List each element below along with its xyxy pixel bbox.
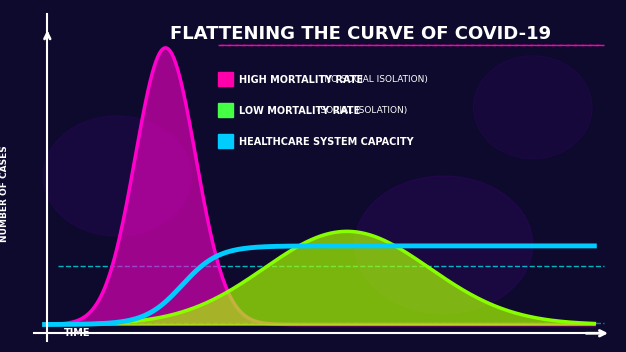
Text: HIGH MORTALITY RATE: HIGH MORTALITY RATE [239,75,363,85]
Text: (SOCIAL ISOLATION): (SOCIAL ISOLATION) [314,106,407,115]
Text: NUMBER OF CASES: NUMBER OF CASES [0,145,9,241]
Bar [218,72,233,86]
Text: HEALTHCARE SYSTEM CAPACITY: HEALTHCARE SYSTEM CAPACITY [239,137,414,147]
Bar [218,103,233,117]
Ellipse shape [43,116,192,236]
Bar [218,134,233,148]
Text: LOW MORTALITY RATE: LOW MORTALITY RATE [239,106,360,116]
Text: (NO SOCIAL ISOLATION): (NO SOCIAL ISOLATION) [318,75,428,84]
Ellipse shape [355,176,533,314]
Text: TIME: TIME [64,327,90,338]
Text: FLATTENING THE CURVE OF COVID-19: FLATTENING THE CURVE OF COVID-19 [170,25,551,43]
Ellipse shape [473,56,592,159]
